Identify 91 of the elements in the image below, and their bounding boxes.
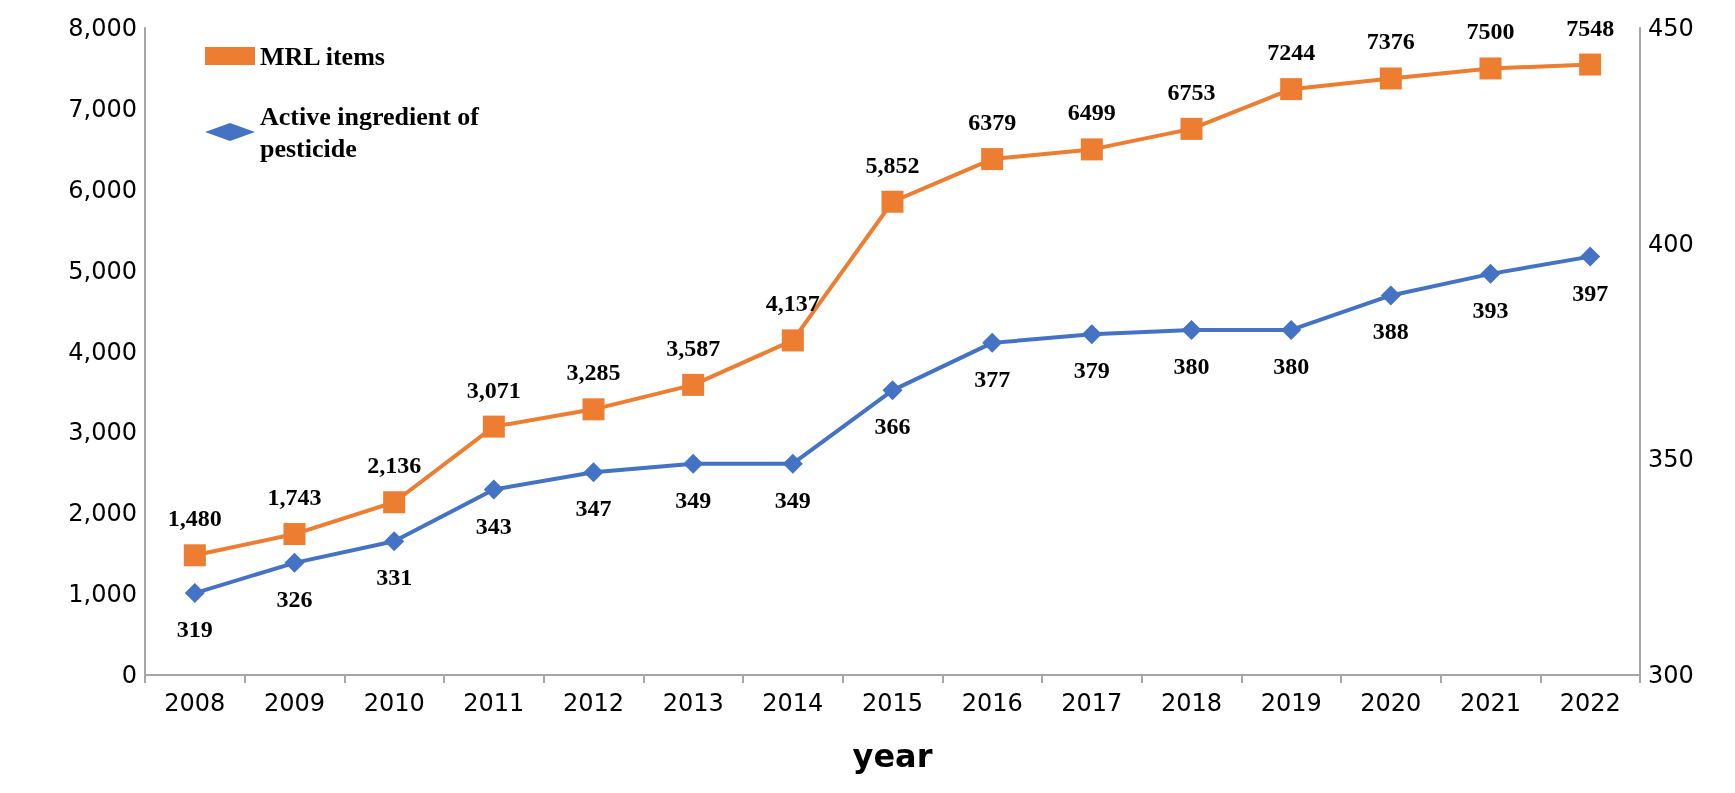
y2-tick-label: 400 [1648,229,1694,258]
point [882,380,903,401]
x-tick-label: 2010 [363,689,425,717]
data-label: 7376 [1366,28,1415,55]
data-label: 331 [376,564,413,591]
data-label: 4,137 [765,290,820,317]
x-tick-label: 2014 [762,689,824,717]
x-tick-label: 2012 [562,689,625,717]
x-tick-label: 2020 [1360,689,1422,717]
y-tick-label: 0 [121,661,137,689]
x-tick-label: 2018 [1160,689,1223,717]
data-label: 6499 [1067,99,1116,126]
point [1379,67,1402,90]
data-label: 5,852 [865,151,920,178]
point [982,332,1003,353]
point [183,544,206,567]
point [1281,319,1302,340]
data-label: 6379 [968,109,1017,136]
point [1579,53,1602,76]
y-tick-label: 7,000 [68,94,137,123]
data-label: 6753 [1167,78,1216,105]
y2-tick-label: 300 [1648,661,1694,689]
data-label: 366 [874,413,911,440]
data-label: 380 [1173,352,1210,379]
point [1181,319,1202,340]
legend-label: Active ingredient of pesticide [260,101,486,163]
point [482,415,505,438]
data-label: 3,285 [566,359,621,386]
point [881,190,904,213]
x-tick-label: 2009 [263,689,326,717]
x-tick-label: 2013 [662,689,724,717]
y2-tick-label: 350 [1648,445,1694,474]
data-label: 347 [575,495,612,522]
y2-tick-label: 450 [1648,14,1694,42]
point [384,531,405,552]
point [284,552,305,573]
point [981,148,1004,171]
x-tick-label: 2022 [1559,689,1621,717]
data-label: 7500 [1466,18,1515,45]
point [781,329,804,352]
data-label: 3,587 [666,334,721,361]
point [184,583,205,604]
y-tick-label: 1,000 [68,580,137,609]
point [483,479,504,500]
y-tick-label: 8,000 [68,14,137,42]
data-label: 349 [675,486,712,513]
y-tick-label: 6,000 [68,175,137,204]
point [1580,246,1601,267]
data-label: 2,136 [367,452,422,479]
x-tick-label: 2015 [861,689,924,717]
y-tick-label: 3,000 [68,418,137,447]
data-label: 7244 [1267,39,1316,66]
y-tick-label: 5,000 [68,256,137,285]
point [1479,57,1502,80]
data-label: 393 [1472,296,1509,323]
x-tick-label: 2019 [1260,689,1322,717]
data-label: 319 [176,616,213,643]
x-axis-title: year [852,737,933,775]
point [1480,263,1501,284]
data-label: 7548 [1566,14,1615,41]
x-tick-label: 2016 [961,689,1023,717]
legend-label: MRL items [260,41,385,71]
data-label: 1,743 [267,484,322,511]
point [683,453,704,474]
data-label: 377 [974,365,1011,392]
point [283,523,306,546]
data-label: 388 [1372,318,1409,345]
x-tick-label: 2011 [463,689,525,717]
data-label: 349 [774,486,811,513]
data-label: 380 [1273,352,1310,379]
point [1280,78,1303,101]
data-label: 397 [1572,279,1609,306]
x-tick-label: 2021 [1459,689,1522,717]
data-label: 379 [1073,357,1110,384]
point [582,398,605,421]
x-tick-label: 2008 [164,689,226,717]
data-label: 1,480 [167,505,222,532]
point [383,491,406,514]
y-tick-label: 4,000 [68,337,137,366]
data-label: 3,071 [466,376,521,403]
x-tick-label: 2017 [1061,689,1123,717]
point [1380,285,1401,306]
point [682,373,705,396]
point [1080,138,1103,161]
point [583,462,604,483]
point [782,453,803,474]
y-tick-label: 2,000 [68,499,137,528]
data-label: 326 [276,585,313,612]
point [1180,117,1203,140]
point [1081,324,1102,345]
data-label: 343 [475,512,512,539]
